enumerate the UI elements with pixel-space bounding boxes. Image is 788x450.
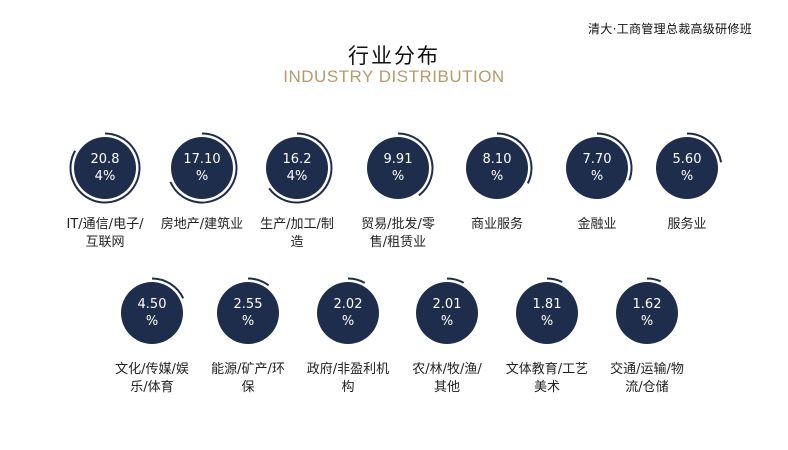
industry-percent: 2.01 % <box>432 297 462 329</box>
industry-label: 房地产/建筑业 <box>160 217 244 232</box>
industry-ring: 4.50 % <box>116 277 188 349</box>
industry-percent: 20.8 4% <box>90 152 120 184</box>
industry-ring-svg <box>266 132 333 204</box>
industry-circle <box>171 137 233 199</box>
industry-ring-svg <box>69 132 141 204</box>
industry-circle <box>121 282 183 344</box>
industry-ring-svg <box>466 132 533 199</box>
industry-ring: 9.91 % <box>362 132 434 204</box>
industry-item: 8.10 % 商业服务 <box>447 132 547 234</box>
industry-value-arc <box>397 132 434 197</box>
industry-value-arc <box>546 277 563 283</box>
industry-value-arc <box>268 132 333 204</box>
industry-percent: 5.60 % <box>672 152 702 184</box>
industry-ring: 20.8 4% <box>69 132 141 204</box>
industry-item: 2.01 % 农/林/牧/渔/ 其他 <box>397 277 497 397</box>
industry-circle <box>217 282 279 344</box>
industry-value-arc <box>686 132 723 163</box>
industry-ring: 2.55 % <box>212 277 284 349</box>
industry-ring: 16.2 4% <box>261 132 333 204</box>
industry-item: 17.10 % 房地产/建筑业 <box>152 132 252 234</box>
industry-ring: 5.60 % <box>651 132 723 204</box>
industry-ring-svg <box>317 277 379 344</box>
industry-item: 20.8 4% IT/通信/电子/ 互联网 <box>55 132 155 252</box>
industry-item: 9.91 % 贸易/批发/零 售/租赁业 <box>348 132 448 252</box>
industry-value-arc <box>69 132 141 204</box>
industry-label: 生产/加工/制 造 <box>260 217 334 250</box>
industry-item: 2.02 % 政府/非盈利机 构 <box>298 277 398 397</box>
industry-ring: 1.62 % <box>611 277 683 349</box>
industry-label: 交通/运输/物 流/仓储 <box>610 362 684 395</box>
industry-ring: 17.10 % <box>166 132 238 204</box>
industry-value-arc <box>596 132 633 181</box>
industry-value-arc <box>446 277 465 284</box>
industry-item: 1.62 % 交通/运输/物 流/仓储 <box>597 277 697 397</box>
industry-percent: 4.50 % <box>137 297 167 329</box>
industry-item: 5.60 % 服务业 <box>637 132 737 234</box>
industry-ring-svg <box>367 132 434 199</box>
industry-label: 服务业 <box>667 217 707 232</box>
industry-circle <box>74 137 136 199</box>
industry-percent: 1.62 % <box>632 297 662 329</box>
industry-percent: 8.10 % <box>482 152 512 184</box>
industry-value-arc <box>496 132 533 184</box>
industry-percent: 1.81 % <box>532 297 562 329</box>
industry-value-arc <box>247 277 270 287</box>
industry-circle <box>466 137 528 199</box>
industry-percent: 2.55 % <box>233 297 263 329</box>
industry-label: IT/通信/电子/ 互联网 <box>66 217 144 250</box>
industry-ring-svg <box>169 132 238 204</box>
industry-label: 政府/非盈利机 构 <box>306 362 390 395</box>
industry-ring: 8.10 % <box>461 132 533 204</box>
industry-percent: 17.10 % <box>183 152 221 184</box>
industry-ring-svg <box>656 132 723 199</box>
industry-label: 文化/传媒/娱 乐/体育 <box>115 362 189 395</box>
industry-circle <box>566 137 628 199</box>
industry-ring: 2.02 % <box>312 277 384 349</box>
brand-title: 清大·工商管理总裁高级研修班 <box>587 22 752 36</box>
industry-ring-svg <box>516 277 578 344</box>
industry-item: 4.50 % 文化/传媒/娱 乐/体育 <box>102 277 202 397</box>
industry-value-arc <box>347 277 366 284</box>
industry-ring-svg <box>217 277 279 344</box>
page-subtitle: INDUSTRY DISTRIBUTION <box>283 67 505 86</box>
industry-percent: 9.91 % <box>383 152 413 184</box>
industry-label: 金融业 <box>577 217 617 232</box>
industry-label: 农/林/牧/渔/ 其他 <box>412 362 482 395</box>
industry-item: 1.81 % 文体教育/工艺 美术 <box>497 277 597 397</box>
industry-percent: 16.2 4% <box>282 152 312 184</box>
industry-ring-svg <box>121 277 185 344</box>
page-title: 行业分布 <box>348 44 440 68</box>
industry-percent: 7.70 % <box>582 152 612 184</box>
industry-circle <box>656 137 718 199</box>
industry-circle <box>266 137 328 199</box>
industry-ring: 7.70 % <box>561 132 633 204</box>
industry-circle <box>416 282 478 344</box>
industry-label: 能源/矿产/环 保 <box>211 362 285 395</box>
industry-ring-svg <box>566 132 633 199</box>
industry-item: 16.2 4% 生产/加工/制 造 <box>247 132 347 252</box>
industry-label: 商业服务 <box>470 217 523 232</box>
industry-value-arc <box>169 132 238 204</box>
industry-item: 7.70 % 金融业 <box>547 132 647 234</box>
industry-ring: 2.01 % <box>411 277 483 349</box>
industry-ring-svg <box>616 277 678 344</box>
industry-circle <box>317 282 379 344</box>
industry-value-arc <box>646 277 662 283</box>
industry-ring-svg <box>416 277 478 344</box>
industry-circle <box>616 282 678 344</box>
industry-ring: 1.81 % <box>511 277 583 349</box>
industry-label: 文体教育/工艺 美术 <box>505 362 589 395</box>
industry-label: 贸易/批发/零 售/租赁业 <box>361 217 435 250</box>
industry-percent: 2.02 % <box>333 297 363 329</box>
industry-value-arc <box>151 277 185 299</box>
industry-item: 2.55 % 能源/矿产/环 保 <box>198 277 298 397</box>
industry-circle <box>367 137 429 199</box>
industry-circle <box>516 282 578 344</box>
